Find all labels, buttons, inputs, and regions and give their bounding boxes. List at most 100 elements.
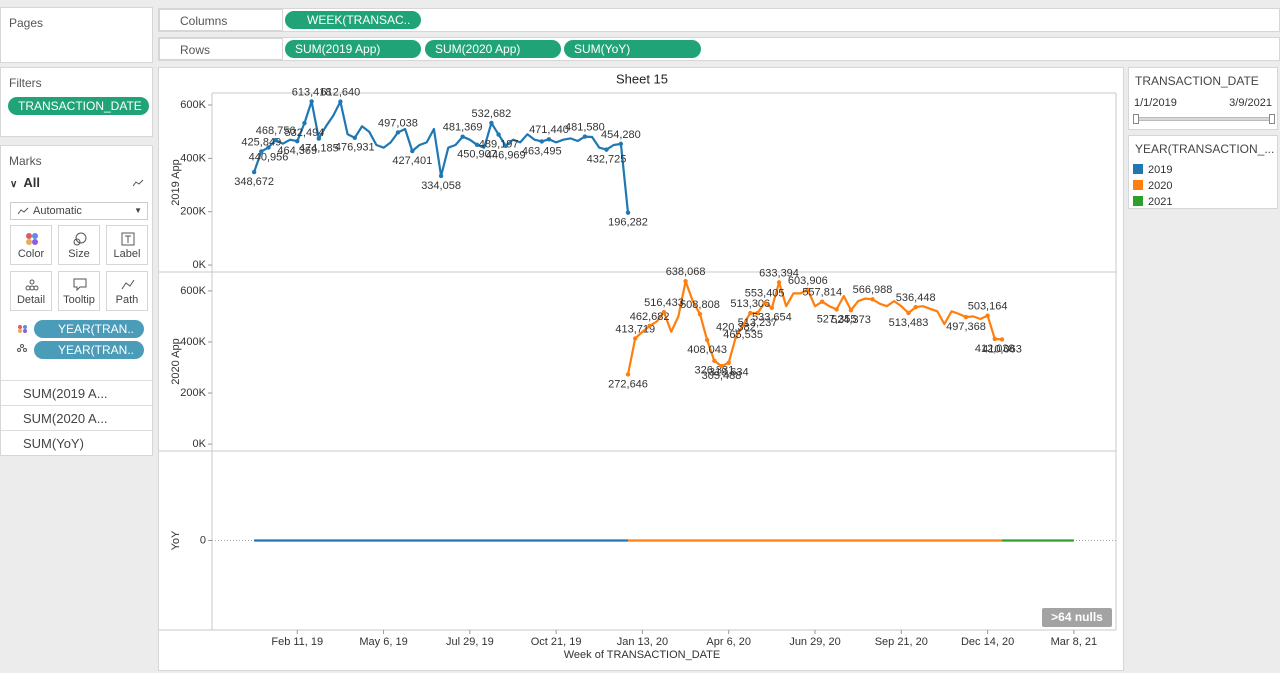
icon: [121, 279, 135, 290]
data-point: [625, 210, 631, 215]
legend-item[interactable]: 2020: [1133, 180, 1172, 192]
tooltip-button[interactable]: Tooltip: [58, 271, 100, 311]
filter-title: TRANSACTION_DATE: [1135, 74, 1259, 88]
x-tick-label: Apr 6, 20: [706, 636, 751, 648]
data-point: [985, 313, 990, 318]
data-label: 481,580: [565, 122, 605, 134]
marks-card[interactable]: ∨ All: [10, 175, 40, 190]
legend-label: 2019: [1148, 164, 1173, 176]
data-label: 513,306: [730, 298, 770, 310]
measure-card[interactable]: SUM(2019 A...: [1, 380, 152, 405]
data-label: 454,280: [601, 129, 641, 141]
y-tick-label: 400K: [180, 336, 206, 348]
nulls-badge[interactable]: [1042, 608, 1112, 627]
data-label: 334,058: [421, 180, 461, 192]
row-pill[interactable]: SUM(YoY): [564, 40, 701, 58]
data-label: 476,931: [335, 142, 375, 154]
row-pill[interactable]: SUM(2019 App): [285, 40, 421, 58]
x-tick-label: Sep 21, 20: [875, 636, 928, 648]
data-point: [582, 134, 588, 139]
data-point: [352, 135, 357, 141]
data-point: [251, 169, 257, 175]
data-label: 503,164: [968, 301, 1008, 313]
data-label: 410,063: [982, 343, 1022, 355]
icon: [73, 232, 87, 246]
data-point: [769, 305, 775, 311]
data-label: 440,956: [249, 151, 289, 163]
data-label: 536,448: [896, 292, 936, 304]
color-button[interactable]: Color: [10, 225, 52, 265]
panel-title: Marks: [9, 154, 42, 168]
data-point: [633, 336, 638, 341]
x-tick-label: Feb 11, 19: [271, 636, 323, 648]
data-point: [474, 142, 480, 147]
measure-card[interactable]: SUM(YoY): [1, 430, 152, 455]
data-point: [726, 360, 731, 365]
icon: [26, 233, 38, 245]
button-label: Label: [113, 248, 141, 260]
marks-panel: Marks ∨ All Automatic ▼ Color Size Label …: [0, 145, 153, 456]
data-label: 463,495: [522, 145, 562, 157]
measure-label: SUM(2020 A...: [23, 411, 108, 426]
x-tick-label: Dec 14, 20: [961, 636, 1014, 648]
legend-swatch: [1133, 164, 1143, 174]
x-tick-label: Jun 29, 20: [789, 636, 840, 648]
data-label: 613,418: [292, 86, 332, 98]
slider-handle[interactable]: [1133, 114, 1139, 124]
color-pill[interactable]: YEAR(TRAN..: [34, 320, 144, 338]
filter-pill[interactable]: TRANSACTION_DATE: [8, 97, 149, 115]
x-tick-label: May 6, 19: [359, 636, 407, 648]
legend-item[interactable]: 2021: [1133, 196, 1172, 208]
data-label: 474,185: [299, 142, 339, 154]
slider-handle[interactable]: [1269, 114, 1275, 124]
data-point: [273, 137, 278, 143]
data-point: [438, 173, 444, 179]
data-label: 638,068: [666, 266, 706, 278]
button-label: Tooltip: [63, 294, 95, 306]
date-filter: TRANSACTION_DATE 1/1/2019 3/9/2021: [1128, 67, 1278, 130]
data-point: [704, 337, 710, 343]
legend-swatch: [1133, 180, 1143, 190]
mark-type-select[interactable]: Automatic ▼: [10, 202, 148, 220]
data-point: [546, 137, 552, 142]
data-label: 348,672: [234, 176, 274, 188]
row-pill[interactable]: SUM(2020 App): [425, 40, 561, 58]
y-tick-label: 0: [200, 534, 206, 546]
data-label: 272,646: [608, 378, 648, 390]
data-point: [460, 134, 465, 139]
data-label: 196,282: [608, 217, 648, 229]
y-tick-label: 400K: [180, 152, 206, 164]
data-point: [410, 148, 415, 154]
measure-card[interactable]: SUM(2020 A...: [1, 405, 152, 430]
y-axis-title: 2019 App: [170, 159, 182, 206]
measure-label: SUM(2019 A...: [23, 386, 108, 401]
data-point: [503, 143, 508, 149]
y-tick-label: 0K: [193, 438, 207, 450]
data-point: [776, 280, 782, 285]
data-point: [496, 132, 501, 137]
card-label: All: [23, 175, 40, 190]
size-button[interactable]: Size: [58, 225, 100, 265]
range-end: 3/9/2021: [1229, 97, 1272, 109]
data-point: [295, 138, 300, 144]
data-label: 326,331: [694, 365, 734, 377]
path-button[interactable]: Path: [106, 271, 148, 311]
data-label: 489,197: [479, 138, 519, 150]
data-label: 557,814: [802, 287, 842, 299]
label-button[interactable]: Label: [106, 225, 148, 265]
column-pill[interactable]: WEEK(TRANSAC..: [285, 11, 421, 29]
data-label: 427,401: [392, 155, 432, 167]
data-label: 465,535: [723, 329, 763, 341]
legend-item[interactable]: 2019: [1133, 164, 1172, 176]
data-point: [395, 130, 401, 135]
range-slider[interactable]: [1136, 117, 1272, 121]
detail-button[interactable]: Detail: [10, 271, 52, 311]
x-axis-title: Week of TRANSACTION_DATE: [564, 649, 720, 661]
legend-title: YEAR(TRANSACTION_...: [1135, 142, 1275, 156]
legend-label: 2020: [1148, 180, 1173, 192]
button-label: Size: [68, 248, 90, 260]
data-label: 532,682: [472, 108, 512, 120]
data-point: [266, 145, 271, 150]
detail-pill[interactable]: YEAR(TRAN..: [34, 341, 144, 359]
data-point: [820, 299, 825, 304]
